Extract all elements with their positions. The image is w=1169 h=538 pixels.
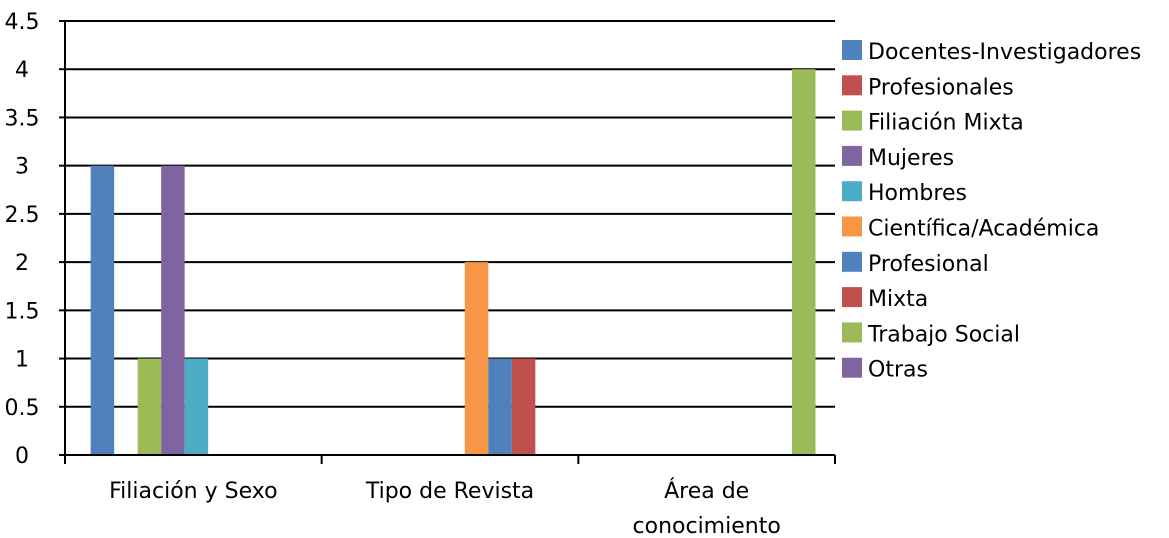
x-category-label: Filiación y Sexo — [109, 479, 277, 504]
y-tick-label: 4.5 — [5, 10, 40, 35]
y-tick-label: 3.5 — [5, 106, 40, 131]
legend-swatch-trabajo-social — [842, 322, 862, 343]
bar-cientifica-academica — [464, 262, 489, 455]
bar-docentes-investigadores — [90, 165, 115, 455]
y-tick-label: 3 — [15, 155, 29, 180]
legend-label-hombres: Hombres — [868, 181, 967, 206]
legend-label-profesional: Profesional — [868, 252, 989, 277]
y-tick-label: 1.5 — [5, 299, 40, 324]
legend-swatch-profesionales — [842, 75, 862, 96]
legend-swatch-mujeres — [842, 145, 862, 166]
bar-mujeres — [161, 165, 185, 455]
legend-swatch-hombres — [842, 181, 862, 202]
bar-mixta — [511, 358, 536, 455]
y-tick-label: 1 — [15, 348, 29, 373]
x-category-label: Área de conocimiento — [633, 478, 781, 538]
legend-label-mujeres: Mujeres — [868, 146, 954, 171]
legend-label-trabajo-social: Trabajo Social — [867, 322, 1020, 347]
x-category-label: Tipo de Revista — [365, 479, 534, 504]
y-tick-label: 0.5 — [5, 396, 40, 421]
axes — [59, 20, 836, 464]
legend-swatch-docentes-investigadores — [842, 40, 862, 60]
legend-label-otras: Otras — [868, 358, 928, 383]
legend-label-profesionales: Profesionales — [868, 75, 1014, 100]
legend-swatch-filiacion-mixta — [842, 110, 862, 131]
legend-label-filiacion-mixta: Filiación Mixta — [868, 111, 1024, 136]
bar-filiacion-mixta — [137, 358, 162, 455]
y-tick-label: 2 — [15, 251, 29, 276]
bar-profesional — [488, 358, 512, 455]
y-tick-label: 0 — [15, 444, 29, 469]
legend-swatch-mixta — [842, 287, 862, 308]
legend-swatch-otras — [842, 357, 862, 378]
legend-label-mixta: Mixta — [868, 287, 928, 312]
legend-swatch-cientifica-academica — [842, 216, 862, 237]
y-tick-labels: 0 0.5 1 1.5 2 2.5 3 3.5 4 4.5 — [5, 10, 40, 469]
bars — [90, 69, 816, 455]
bar-hombres — [184, 358, 209, 455]
legend-swatch-profesional — [842, 251, 862, 272]
y-tick-label: 4 — [15, 58, 29, 83]
bar-trabajo-social — [792, 69, 816, 455]
legend-label-cientifica-academica: Científica/Académica — [868, 217, 1099, 242]
legend: Docentes-Investigadores Profesionales Fili… — [842, 40, 1141, 383]
x-category-labels: Filiación y Sexo Tipo de Revista Área de co… — [109, 478, 781, 538]
legend-label-docentes-investigadores: Docentes-Investigadores — [868, 40, 1141, 65]
y-tick-label: 2.5 — [5, 203, 40, 228]
